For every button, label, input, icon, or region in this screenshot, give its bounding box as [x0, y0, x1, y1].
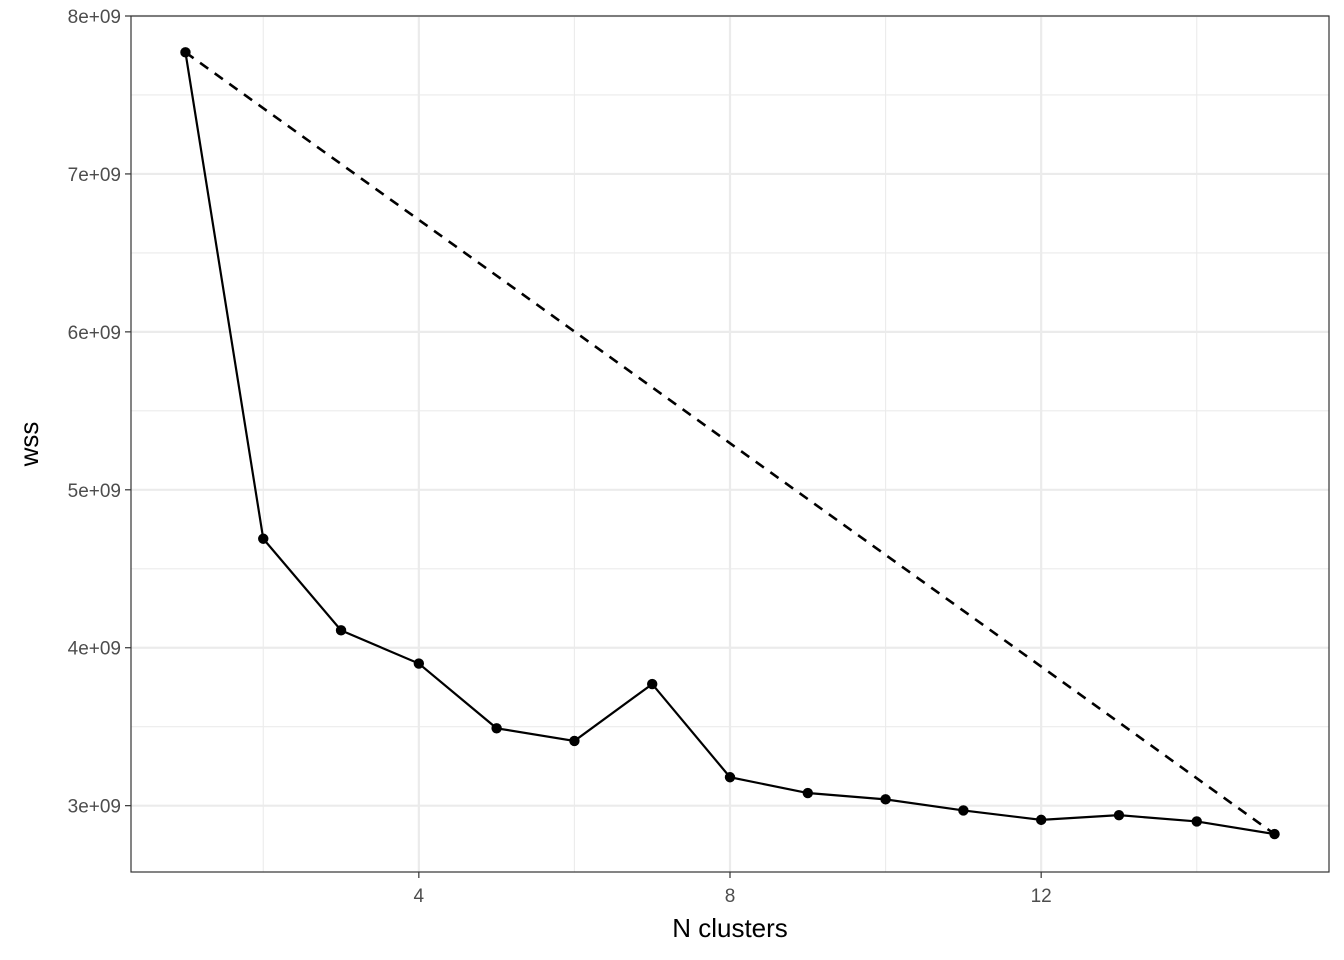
reference-dashed-line: [184, 51, 1276, 836]
wss-data-point: [647, 678, 658, 690]
wss-data-point: [335, 625, 347, 636]
wss-data-point: [1191, 816, 1202, 827]
x-tick-label: 4: [414, 886, 425, 907]
x-axis-title: N clusters: [672, 913, 788, 943]
axis-tick-labels: 4 8 12 3e+09 4e+09 5e+09 6e+09 7e+09 8e+09: [68, 7, 1052, 907]
wss-data-point: [958, 805, 969, 816]
axis-ticks: [125, 15, 1042, 878]
wss-data-point: [724, 772, 736, 783]
wss-data-point: [258, 533, 269, 544]
y-tick-label: 6e+09: [68, 323, 121, 344]
y-tick-label: 3e+09: [68, 797, 121, 818]
x-tick-label: 8: [725, 886, 736, 907]
wss-data-point: [1035, 814, 1047, 826]
wss-data-point: [569, 735, 580, 747]
series-layer: [180, 47, 1280, 840]
wss-data-point: [880, 794, 891, 805]
y-tick-label: 5e+09: [68, 481, 121, 502]
y-tick-label: 7e+09: [68, 165, 121, 186]
wss-data-point: [413, 658, 425, 669]
wss-data-point: [1113, 809, 1125, 821]
y-tick-label: 8e+09: [68, 7, 121, 28]
wss-data-point: [802, 787, 813, 799]
wss-data-point: [491, 723, 502, 734]
y-axis-title: wss: [14, 422, 44, 468]
y-tick-label: 4e+09: [68, 639, 121, 660]
x-tick-label: 12: [1031, 886, 1052, 907]
